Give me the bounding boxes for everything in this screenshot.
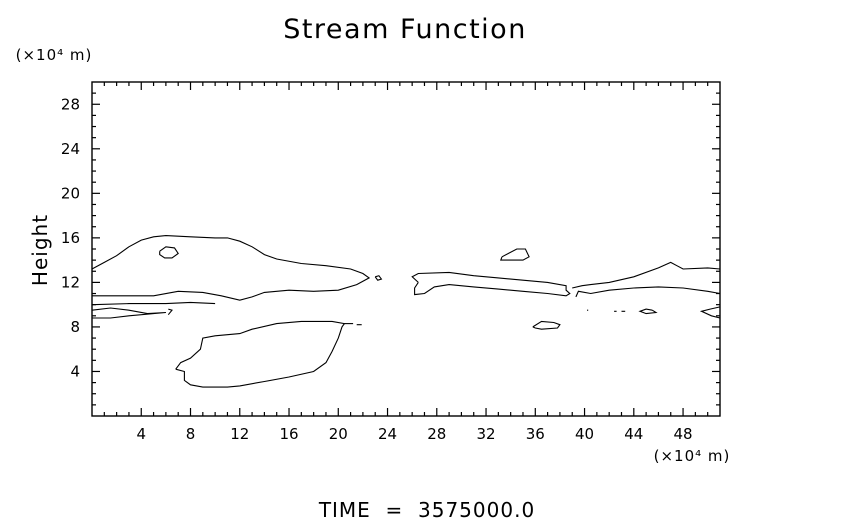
y-tick-label: 4 xyxy=(70,362,80,380)
y-tick-label: 8 xyxy=(70,318,80,336)
contour-line xyxy=(91,301,216,306)
x-tick-label: 12 xyxy=(230,425,249,443)
plot-frame xyxy=(91,81,721,417)
time-footer: TIME = 3575000.0 xyxy=(318,498,535,519)
x-tick-label: 8 xyxy=(186,425,196,443)
contour-line xyxy=(374,275,383,281)
chart-title: Stream Function xyxy=(283,14,527,45)
x-tick-label: 40 xyxy=(575,425,594,443)
contour-line xyxy=(532,320,561,330)
y-tick-labels: 4 8 12 16 20 24 28 xyxy=(61,95,80,380)
y-tick-label: 20 xyxy=(61,184,80,202)
x-tick-label: 28 xyxy=(427,425,446,443)
y-axis-label: Height xyxy=(28,214,52,286)
contour-line xyxy=(638,308,658,315)
contour-line xyxy=(91,235,371,301)
y-tick-label: 12 xyxy=(61,273,80,291)
contour-line xyxy=(699,306,721,319)
contour-line xyxy=(572,261,721,289)
x-tick-label: 44 xyxy=(624,425,643,443)
x-tick-label: 24 xyxy=(378,425,397,443)
x-tick-label: 36 xyxy=(526,425,545,443)
x-unit-label: (×10⁴ m) xyxy=(654,447,731,465)
x-tick-label: 20 xyxy=(329,425,348,443)
contour-line xyxy=(175,320,346,388)
contour-line xyxy=(575,286,721,298)
x-tick-labels: 4 8 12 16 20 24 28 32 36 40 44 48 xyxy=(136,425,692,443)
y-tick-label: 28 xyxy=(61,95,80,113)
contour-line xyxy=(500,248,530,261)
contour-line xyxy=(91,307,166,319)
contour-line xyxy=(167,308,173,316)
x-tick-label: 32 xyxy=(476,425,495,443)
contour-lines xyxy=(91,235,721,388)
x-tick-label: 48 xyxy=(674,425,693,443)
y-unit-label: (×10⁴ m) xyxy=(16,46,93,64)
contour-line xyxy=(411,271,571,297)
x-tick-label: 4 xyxy=(136,425,146,443)
axis-ticks xyxy=(92,82,720,416)
y-tick-label: 24 xyxy=(61,140,80,158)
y-tick-label: 16 xyxy=(61,229,80,247)
contour-line xyxy=(159,246,179,259)
x-tick-label: 16 xyxy=(279,425,298,443)
